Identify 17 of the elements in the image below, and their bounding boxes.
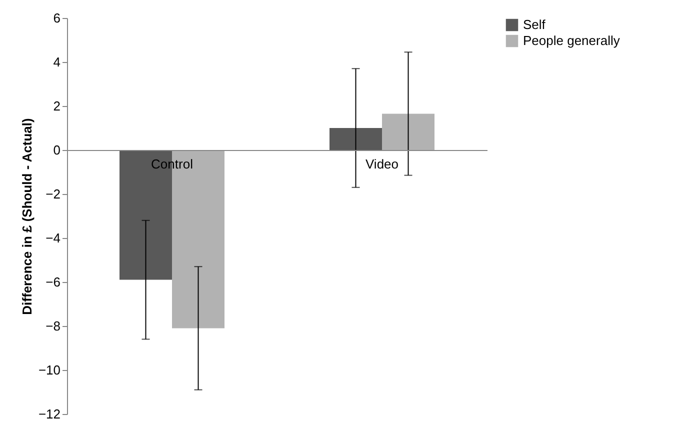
legend-label: People generally <box>523 33 620 48</box>
y-tick-label: 2 <box>53 98 60 114</box>
y-tick-label: −6 <box>46 274 60 290</box>
y-axis-title: Difference in £ (Should - Actual) <box>19 118 34 315</box>
y-tick-label: −4 <box>46 230 60 246</box>
bar <box>330 128 382 150</box>
y-tick-label: −10 <box>38 362 60 378</box>
y-tick-label: 4 <box>53 54 60 70</box>
y-tick-label: −8 <box>46 318 60 334</box>
y-tick-label: 0 <box>53 142 60 158</box>
bar <box>382 114 434 150</box>
y-tick-label: −12 <box>38 406 60 422</box>
x-tick-label: Control <box>151 156 194 172</box>
y-tick-label: 6 <box>53 10 60 26</box>
legend-label: Self <box>523 17 546 32</box>
x-tick-label: Video <box>365 156 399 172</box>
y-tick-label: −2 <box>46 186 60 202</box>
